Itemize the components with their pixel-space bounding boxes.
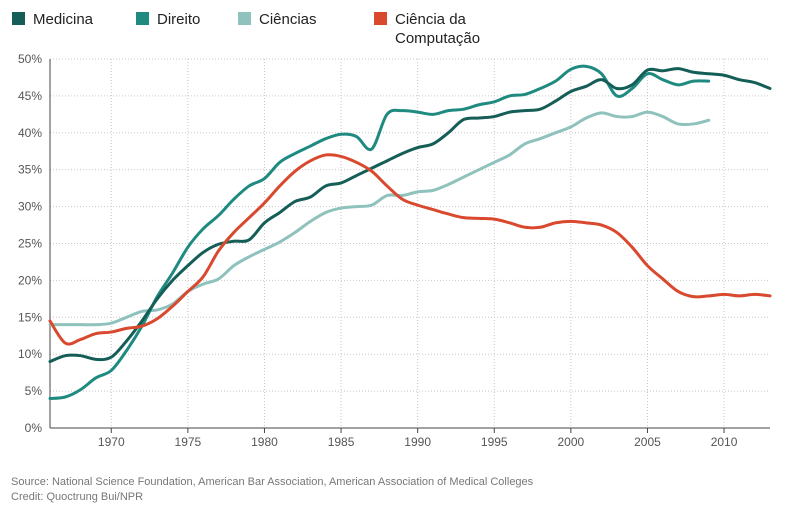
series-line-medicina xyxy=(48,67,772,364)
legend-swatch xyxy=(374,12,387,25)
chart-grid xyxy=(50,58,770,428)
y-axis: 0% 5% 10% 15% 20% 25% 30% 35% 40% 45% 50% xyxy=(18,52,51,435)
y-tick-label: 5% xyxy=(25,384,43,398)
legend-label: Ciências xyxy=(259,11,317,28)
x-tick-label: 1990 xyxy=(404,435,431,449)
y-tick-label: 45% xyxy=(18,89,42,103)
series-lines xyxy=(48,64,772,400)
y-tick-label: 25% xyxy=(18,237,42,251)
x-tick-label: 2000 xyxy=(557,435,584,449)
legend-label: Ciência da Computação xyxy=(395,11,481,47)
x-tick-label: 2005 xyxy=(634,435,661,449)
legend-item-direito: Direito xyxy=(136,10,200,29)
series-line-ciencias xyxy=(48,110,711,327)
source-note: Source: National Science Foundation, Ame… xyxy=(11,476,534,488)
x-axis: 1970 1975 1980 1985 1990 1995 2000 2005 2010 xyxy=(50,427,770,449)
legend-swatch xyxy=(136,12,149,25)
line-chart: 0% 5% 10% 15% 20% 25% 30% 35% 40% 45% 50% 1970 1975… xyxy=(18,52,772,449)
legend-item-medicina: Medicina xyxy=(12,10,93,29)
series-line-direito xyxy=(48,64,711,400)
y-tick-label: 20% xyxy=(18,273,42,287)
x-tick-label: 1980 xyxy=(251,435,278,449)
y-tick-label: 0% xyxy=(25,421,43,435)
y-tick-label: 30% xyxy=(18,200,42,214)
legend-swatch xyxy=(12,12,25,25)
credit-note: Credit: Quoctrung Bui/NPR xyxy=(11,491,144,503)
series-line-ciencia-da-computacao xyxy=(48,153,772,346)
x-tick-label: 1975 xyxy=(175,435,202,449)
y-tick-label: 10% xyxy=(18,347,42,361)
x-tick-label: 1970 xyxy=(98,435,125,449)
y-tick-label: 50% xyxy=(18,52,42,66)
chart-legend: Medicina Direito Ciências Ciência da Comput… xyxy=(12,10,802,50)
x-tick-label: 1985 xyxy=(328,435,355,449)
legend-swatch xyxy=(238,12,251,25)
chart-footer: Source: National Science Foundation, Ame… xyxy=(11,475,533,505)
legend-label: Medicina xyxy=(33,11,94,28)
legend-item-ciencias: Ciências xyxy=(238,10,317,29)
legend-item-ciencia-da-computacao: Ciência da Computação xyxy=(374,10,480,48)
y-tick-label: 15% xyxy=(18,310,42,324)
x-tick-label: 1995 xyxy=(481,435,508,449)
x-tick-label: 2010 xyxy=(711,435,738,449)
y-tick-label: 35% xyxy=(18,163,42,177)
y-tick-label: 40% xyxy=(18,126,42,140)
legend-label: Direito xyxy=(157,11,201,28)
